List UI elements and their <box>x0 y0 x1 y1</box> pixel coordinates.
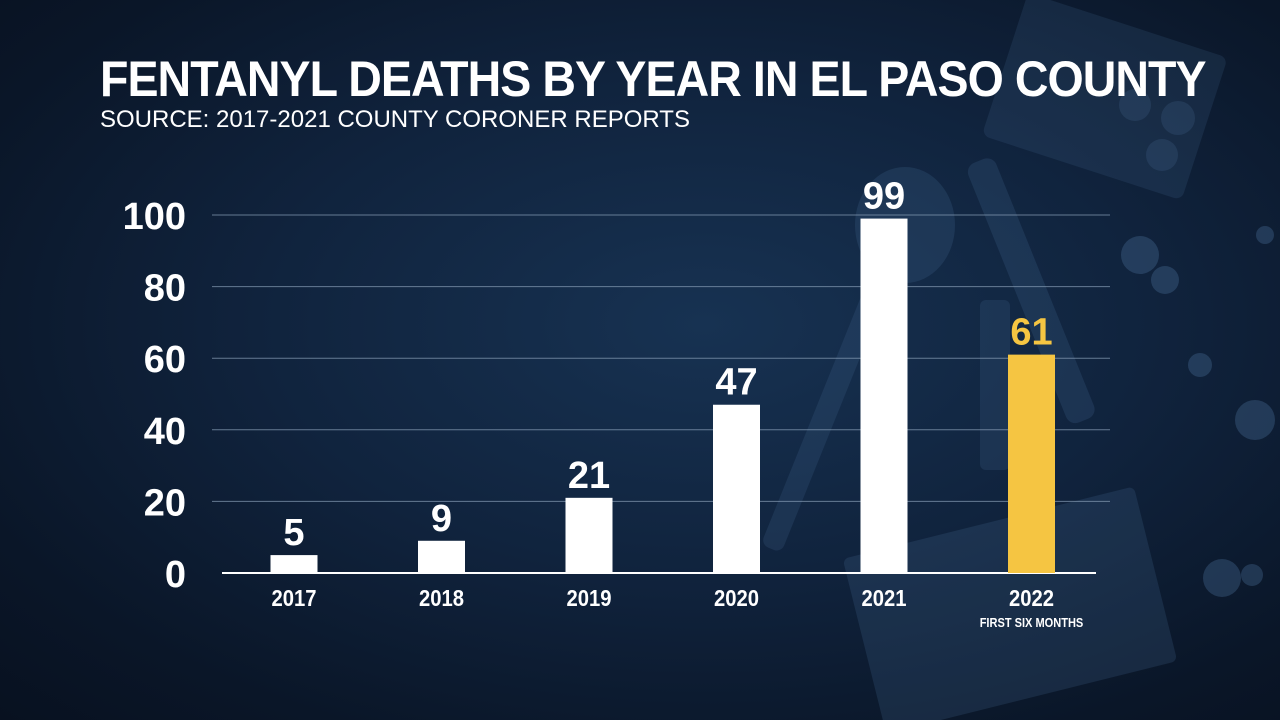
bar-2018 <box>418 540 465 573</box>
x-tick-label: 2021 <box>861 585 906 612</box>
x-tick-label: 2022 <box>1009 585 1054 612</box>
bar-2022 <box>1008 354 1055 573</box>
x-tick-label: 2019 <box>566 585 611 612</box>
bar-2020 <box>713 404 760 573</box>
chart-subtitle: SOURCE: 2017-2021 COUNTY CORONER REPORTS <box>100 106 690 133</box>
data-label: 47 <box>715 362 757 404</box>
x-tick-label: 2018 <box>419 585 464 612</box>
data-label: 99 <box>863 176 905 218</box>
gridlines <box>212 214 1110 502</box>
data-label: 5 <box>283 512 304 554</box>
y-tick-label: 20 <box>144 482 186 524</box>
y-tick-label: 60 <box>144 339 186 381</box>
bar-2019 <box>565 497 613 573</box>
x-tick-note: FIRST SIX MONTHS <box>980 615 1084 630</box>
data-label: 21 <box>568 455 610 497</box>
y-tick-label: 100 <box>123 196 186 238</box>
x-axis: 2017 2018 2019 2020 2021 2022 FIRST SIX MONTHS <box>271 585 1083 630</box>
y-tick-label: 40 <box>144 411 186 453</box>
x-tick-label: 2017 <box>271 585 316 612</box>
y-tick-label: 0 <box>165 554 186 596</box>
x-tick-label: 2020 <box>714 585 759 612</box>
data-label: 61 <box>1010 312 1052 354</box>
y-tick-label: 80 <box>144 268 186 310</box>
chart-title: FENTANYL DEATHS BY YEAR IN EL PASO COUNT… <box>100 51 1207 107</box>
y-axis: 0 20 40 60 80 100 <box>123 196 186 596</box>
bars: 5 9 21 47 99 61 <box>270 176 1055 573</box>
data-label: 9 <box>431 498 452 540</box>
bar-2017 <box>270 555 318 573</box>
bar-2021 <box>860 218 908 573</box>
